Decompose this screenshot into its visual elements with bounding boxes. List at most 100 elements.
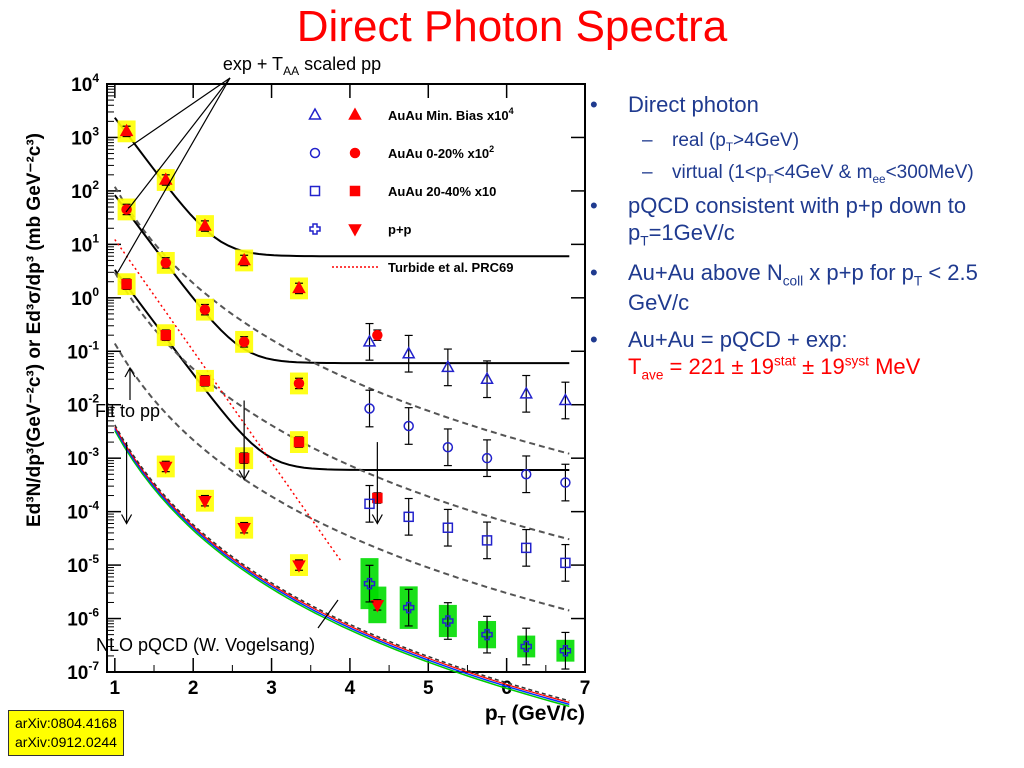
data-point-series-7-shape bbox=[481, 628, 493, 641]
data-point-series-1 bbox=[441, 359, 455, 373]
scaled-pp-curve-minbias bbox=[113, 186, 570, 455]
data-point-series-5 bbox=[481, 535, 493, 546]
annotation-nlo-pointer bbox=[317, 599, 339, 629]
bullet-text: Direct photon bbox=[628, 92, 759, 117]
x-tick-label: 2 bbox=[188, 678, 199, 699]
legend-marker-open bbox=[309, 185, 321, 197]
subscript: T bbox=[913, 273, 923, 289]
legend-label: Turbide et al. PRC69 bbox=[388, 260, 513, 275]
data-point-series-4 bbox=[160, 329, 172, 341]
dash-mark: – bbox=[642, 161, 653, 183]
upper-limit-arrowhead bbox=[121, 514, 133, 525]
data-point-series-2 bbox=[238, 336, 250, 348]
data-point-series-0 bbox=[237, 252, 251, 266]
dash-mark: – bbox=[642, 129, 653, 151]
bullet-dot: • bbox=[590, 260, 598, 285]
legend-marker-filled bbox=[348, 107, 362, 120]
legend-label: AuAu Min. Bias x104 bbox=[388, 106, 514, 123]
data-point-series-1 bbox=[362, 334, 377, 347]
data-point-series-7 bbox=[402, 601, 415, 614]
data-point-series-2 bbox=[160, 257, 172, 269]
scaled-pp-curve-20-40 bbox=[113, 342, 570, 612]
data-point-series-5 bbox=[520, 542, 532, 554]
legend-marker-filled bbox=[349, 185, 361, 197]
nlo-curve-red bbox=[114, 426, 570, 704]
data-point-series-1 bbox=[519, 386, 533, 399]
fit-curve-0-20 bbox=[114, 194, 570, 365]
data-point-series-5 bbox=[560, 557, 571, 569]
subbullet-text: virtual (1<p bbox=[672, 161, 767, 183]
legend-label: p+p bbox=[388, 222, 412, 237]
data-point-series-0 bbox=[198, 218, 212, 231]
y-tick-label: 10-1 bbox=[67, 338, 99, 363]
turbide-curve bbox=[114, 239, 343, 564]
bullet-auau-exp: • Au+Au = pQCD + exp: Tave = 221 ± 19sta… bbox=[590, 327, 1020, 384]
data-point-series-5 bbox=[403, 511, 414, 523]
y-tick-label: 10-6 bbox=[67, 606, 99, 631]
annotation-pointer-line bbox=[127, 77, 231, 149]
bullet-text: x p+p for p bbox=[803, 260, 914, 285]
y-tick-label: 104 bbox=[71, 71, 99, 96]
legend-marker-open bbox=[309, 147, 321, 159]
y-axis-label: Ed³N/dp³(GeV⁻²c³) or Ed³σ/dp³ (mb GeV⁻²c… bbox=[24, 133, 45, 527]
data-point-series-2 bbox=[293, 378, 305, 389]
x-tick-label: 4 bbox=[345, 678, 356, 699]
legend-marker-filled bbox=[348, 224, 362, 237]
nlo-curve-green bbox=[114, 430, 570, 708]
subbullet-text: >4GeV) bbox=[733, 129, 800, 151]
annotation-pointer-line bbox=[117, 77, 231, 273]
subbullet-text: real (p bbox=[672, 129, 726, 151]
data-point-series-0 bbox=[292, 280, 306, 294]
temperature-result: Tave = 221 ± 19stat ± 19syst MeV bbox=[628, 353, 921, 383]
subscript: ave bbox=[641, 367, 664, 383]
fit-curve-minbias bbox=[114, 117, 570, 258]
y-tick-label: 102 bbox=[71, 178, 99, 203]
bullet-text: Au+Au = pQCD + exp: bbox=[628, 326, 848, 352]
data-point-series-3 bbox=[442, 442, 454, 453]
subscript: T bbox=[766, 172, 774, 186]
subbullet-real: – real (pT>4GeV) bbox=[590, 129, 1020, 155]
upper-limit-arrowhead bbox=[371, 514, 383, 525]
data-point-series-7 bbox=[559, 644, 572, 657]
data-point-series-3 bbox=[481, 452, 493, 464]
data-point-series-2 bbox=[372, 329, 383, 341]
data-point-series-1 bbox=[480, 371, 494, 384]
bullet-text: pQCD consistent with p+p down to p bbox=[628, 193, 967, 245]
legend-label: AuAu 20-40% x10 bbox=[388, 184, 496, 199]
bullet-text: Au+Au above N bbox=[628, 260, 783, 285]
data-point-series-7-shape bbox=[442, 615, 454, 627]
data-point-series-1 bbox=[558, 392, 573, 406]
y-tick-label: 10-7 bbox=[67, 659, 99, 684]
temperature-value: ± 19 bbox=[795, 354, 845, 380]
bullet-list: • Direct photon – real (pT>4GeV) – virtu… bbox=[590, 92, 1020, 394]
data-point-series-5 bbox=[442, 522, 454, 533]
y-tick-label: 103 bbox=[71, 124, 99, 149]
data-point-series-3 bbox=[560, 477, 571, 488]
annotation-nlo-pqcd: NLO pQCD (W. Vogelsang) bbox=[96, 635, 315, 655]
data-point-series-2 bbox=[199, 304, 211, 315]
data-point-series-6 bbox=[370, 600, 385, 613]
annotation-exp-scaled-pp: exp + TAA scaled pp bbox=[223, 54, 381, 78]
annotation-fit-to-pp: Fit to pp bbox=[95, 401, 160, 421]
bullet-direct-photon: • Direct photon bbox=[590, 92, 1020, 119]
bullet-text: =1GeV/c bbox=[648, 219, 735, 245]
nlo-curve-blue bbox=[114, 428, 570, 706]
data-point-series-3 bbox=[520, 469, 532, 480]
bullet-text: < 2.5 GeV/c bbox=[628, 260, 978, 316]
data-point-series-7-shape bbox=[520, 640, 532, 653]
superscript: stat bbox=[773, 353, 796, 369]
subbullet-virtual: – virtual (1<pT<4GeV & mee<300MeV) bbox=[590, 161, 1020, 187]
data-point-series-3 bbox=[364, 403, 375, 414]
data-point-series-1 bbox=[401, 346, 416, 359]
y-tick-label: 101 bbox=[71, 231, 99, 256]
subscript: coll bbox=[782, 273, 804, 289]
reference-box: arXiv:0804.4168 arXiv:0912.0244 bbox=[8, 710, 124, 756]
legend-marker-open-shape bbox=[309, 223, 321, 235]
temperature-unit: MeV bbox=[868, 354, 921, 380]
x-tick-label: 5 bbox=[423, 678, 434, 699]
bullet-pqcd: • pQCD consistent with p+p down to pT=1G… bbox=[590, 193, 1020, 250]
plot-frame bbox=[106, 83, 586, 673]
scaled-pp-curve-0-20 bbox=[113, 271, 570, 541]
upper-limit-arrowhead bbox=[238, 470, 250, 481]
y-tick-label: 100 bbox=[71, 285, 99, 310]
